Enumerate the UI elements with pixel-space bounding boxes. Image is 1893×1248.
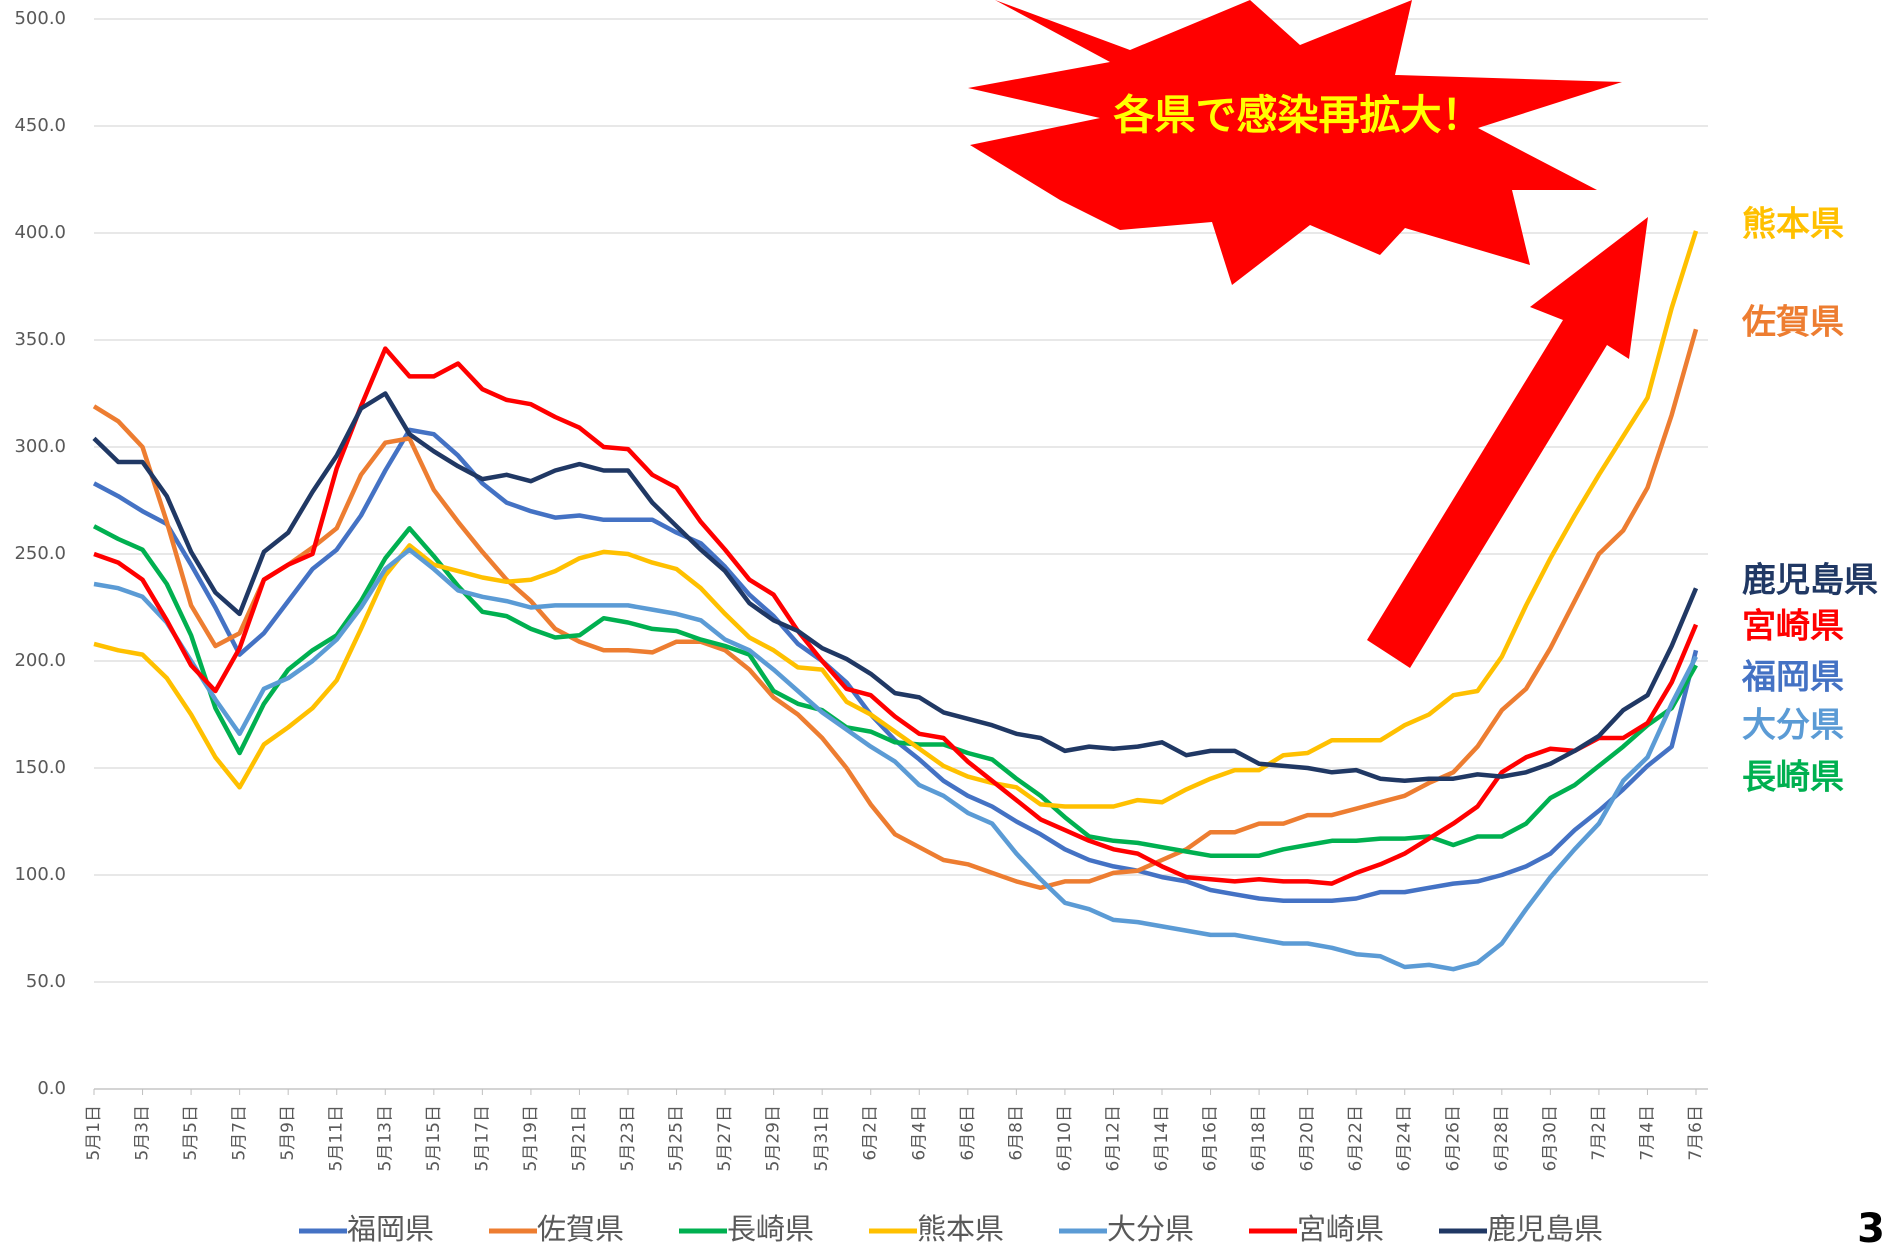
arrow [1367, 217, 1648, 668]
y-tick-label: 100.0 [14, 864, 66, 885]
x-tick-label: 6月26日 [1443, 1105, 1463, 1171]
annotation: 各県で感染再拡大！ [1114, 91, 1483, 139]
end-label: 熊本県 [1742, 205, 1844, 245]
end-label: 長崎県 [1742, 758, 1844, 798]
series-line [94, 329, 1696, 888]
x-tick-label: 5月1日 [84, 1105, 104, 1161]
x-tick-label: 6月24日 [1395, 1105, 1415, 1171]
plot: 0.0 50.0 100.0 150.0 200.0 250.0 300.0 350.0 400… [14, 8, 1878, 1246]
x-tick-label: 6月10日 [1055, 1105, 1075, 1171]
x-tick-label: 5月5日 [181, 1105, 201, 1161]
x-tick-label: 5月25日 [667, 1105, 687, 1171]
end-label: 佐賀県 [1741, 303, 1844, 343]
legend-label: 宮崎県 [1297, 1212, 1384, 1246]
y-tick-label: 400.0 [14, 222, 66, 243]
x-tick-label: 7月6日 [1686, 1105, 1706, 1161]
y-tick-label: 0.0 [37, 1078, 66, 1099]
legend-label: 熊本県 [917, 1212, 1004, 1246]
legend-label: 佐賀県 [537, 1212, 624, 1246]
x-tick-label: 6月12日 [1103, 1105, 1123, 1171]
end-label: 福岡県 [1741, 658, 1844, 698]
x-tick-label: 5月31日 [812, 1105, 832, 1171]
legend-label: 大分県 [1107, 1212, 1194, 1246]
x-tick-label: 6月30日 [1540, 1105, 1560, 1171]
x-tick-label: 6月4日 [909, 1105, 929, 1161]
x-tick-label: 7月2日 [1589, 1105, 1609, 1161]
end-label: 宮崎県 [1742, 607, 1844, 647]
series-line [94, 349, 1696, 884]
y-tick-label: 150.0 [14, 757, 66, 778]
starburst [968, 0, 1622, 285]
x-tick-label: 5月15日 [424, 1105, 444, 1171]
x-tick-label: 6月6日 [958, 1105, 978, 1161]
y-tick-label: 350.0 [14, 329, 66, 350]
x-tick-label: 7月4日 [1637, 1105, 1657, 1161]
x-tick-label: 5月13日 [375, 1105, 395, 1171]
x-tick-label: 5月3日 [133, 1105, 153, 1161]
x-tick-label: 5月23日 [618, 1105, 638, 1171]
x-tick-label: 6月28日 [1492, 1105, 1512, 1171]
y-tick-label: 250.0 [14, 543, 66, 564]
chart: 0.0 50.0 100.0 150.0 200.0 250.0 300.0 350.0 400… [0, 0, 1893, 1248]
y-tick-label: 500.0 [14, 8, 66, 29]
x-tick-label: 5月19日 [521, 1105, 541, 1171]
x-tick-label: 5月9日 [278, 1105, 298, 1161]
y-tick-label: 200.0 [14, 650, 66, 671]
x-tick-label: 6月8日 [1006, 1105, 1026, 1161]
series-line [94, 550, 1696, 970]
x-tick-label: 6月20日 [1298, 1105, 1318, 1171]
x-tick-label: 5月27日 [715, 1105, 735, 1171]
legend-label: 長崎県 [727, 1212, 814, 1246]
x-tick-label: 6月14日 [1152, 1105, 1172, 1171]
x-tick-label: 5月21日 [569, 1105, 589, 1171]
end-label: 大分県 [1742, 706, 1844, 746]
x-tick-label: 6月18日 [1249, 1105, 1269, 1171]
y-tick-label: 450.0 [14, 115, 66, 136]
page-number: 3 [1857, 1206, 1885, 1248]
legend-label: 鹿児島県 [1487, 1212, 1603, 1246]
x-tick-label: 6月22日 [1346, 1105, 1366, 1171]
x-tick-label: 6月16日 [1201, 1105, 1221, 1171]
y-tick-label: 50.0 [26, 971, 66, 992]
end-label: 鹿児島県 [1742, 561, 1878, 601]
y-tick-label: 300.0 [14, 436, 66, 457]
x-tick-label: 5月11日 [327, 1105, 347, 1171]
x-tick-label: 5月29日 [764, 1105, 784, 1171]
x-tick-label: 5月17日 [472, 1105, 492, 1171]
x-tick-label: 6月2日 [861, 1105, 881, 1161]
legend-label: 福岡県 [347, 1212, 434, 1246]
x-tick-label: 5月7日 [230, 1105, 250, 1161]
